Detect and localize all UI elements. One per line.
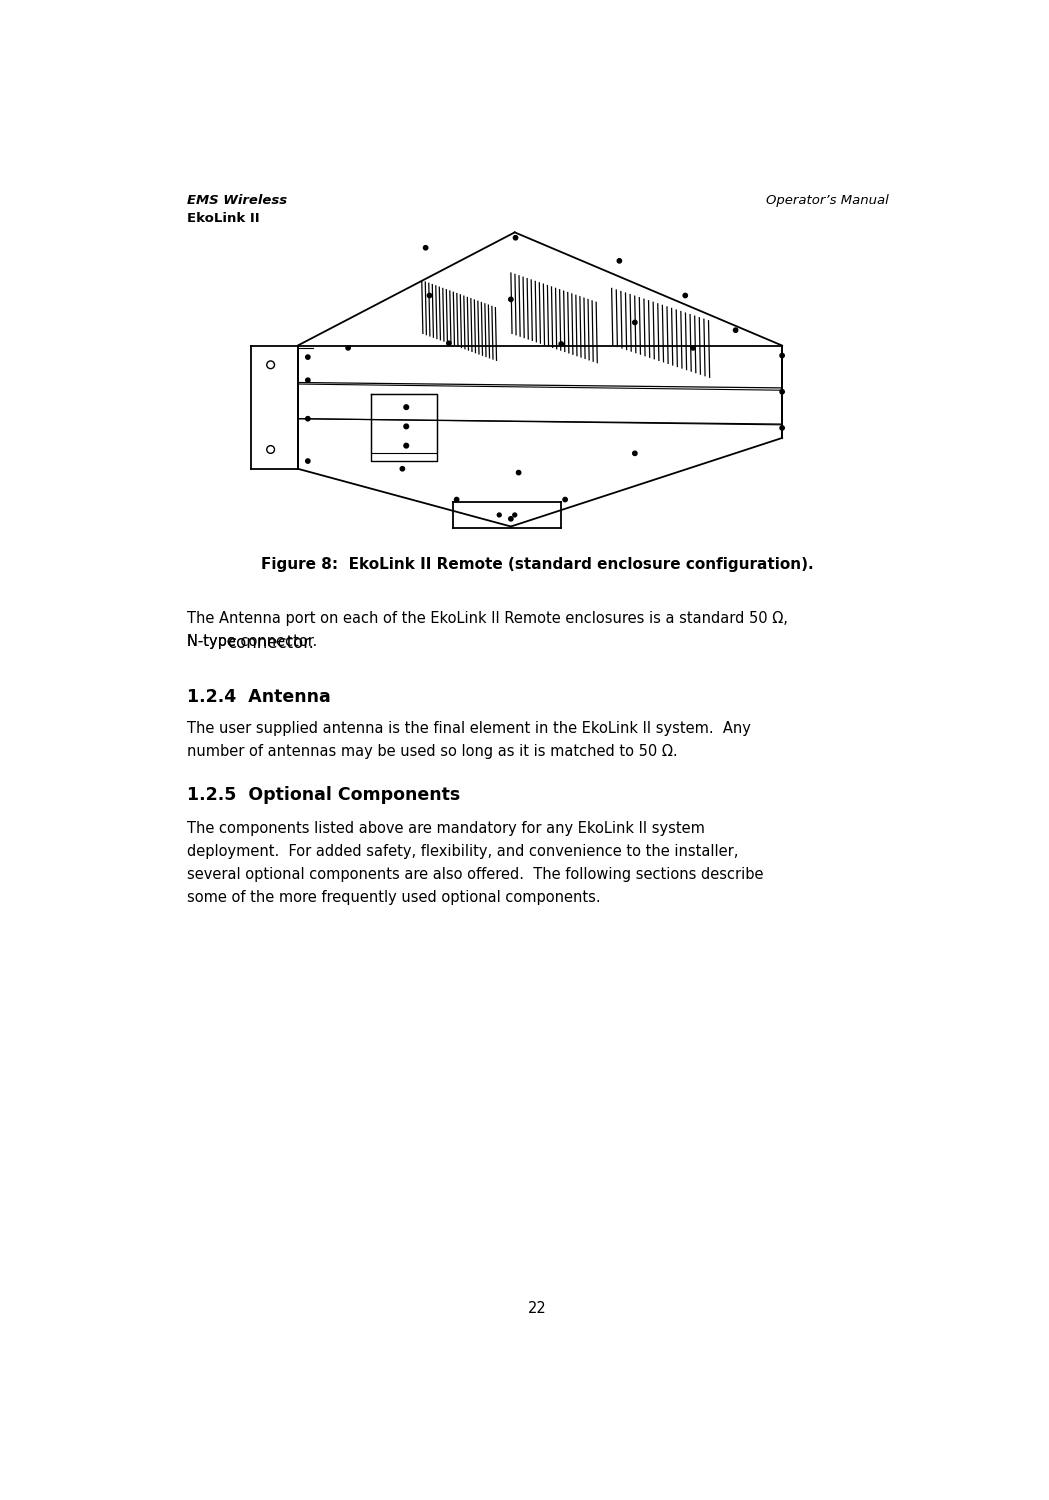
Circle shape [305,356,311,360]
Text: number of antennas may be used so long as it is matched to 50 Ω.: number of antennas may be used so long a… [187,744,678,759]
Text: 22: 22 [529,1300,547,1316]
Circle shape [513,513,517,517]
Circle shape [559,342,563,346]
Circle shape [497,513,501,517]
Circle shape [346,345,350,350]
Text: The components listed above are mandatory for any EkoLink II system: The components listed above are mandator… [187,821,705,836]
Text: N-type: N-type [187,634,240,650]
Circle shape [404,424,408,429]
Text: deployment.  For added safety, flexibility, and convenience to the installer,: deployment. For added safety, flexibilit… [187,843,738,858]
Circle shape [633,452,637,456]
Text: 1.2.5  Optional Components: 1.2.5 Optional Components [187,786,461,804]
Bar [371,394,437,453]
Text: several optional components are also offered.  The following sections describe: several optional components are also off… [187,867,764,882]
Circle shape [633,321,637,324]
Text: The user supplied antenna is the final element in the EkoLink II system.  Any: The user supplied antenna is the final e… [187,720,751,735]
Circle shape [427,294,432,297]
Circle shape [509,516,513,520]
Circle shape [780,390,785,394]
Text: N-type connector.: N-type connector. [187,634,317,650]
Circle shape [780,354,785,357]
Circle shape [691,345,695,350]
Text: connector.: connector. [228,634,314,652]
Circle shape [563,498,568,501]
Circle shape [305,459,311,464]
Circle shape [513,236,518,240]
Circle shape [447,340,451,345]
Circle shape [509,297,513,302]
Circle shape [401,466,405,471]
Text: Figure 8:  EkoLink II Remote (standard enclosure configuration).: Figure 8: EkoLink II Remote (standard en… [261,558,814,573]
Circle shape [404,405,408,410]
Circle shape [617,258,622,262]
Text: some of the more frequently used optional components.: some of the more frequently used optiona… [187,890,600,904]
Circle shape [780,426,785,430]
Text: EMS Wireless: EMS Wireless [187,194,287,207]
Circle shape [404,444,408,448]
Circle shape [305,378,311,382]
Circle shape [454,498,458,501]
Circle shape [305,417,311,422]
Text: Operator’s Manual: Operator’s Manual [766,194,889,207]
Text: EkoLink II: EkoLink II [187,213,259,225]
Circle shape [424,246,428,250]
Circle shape [516,471,520,476]
Text: The Antenna port on each of the EkoLink II Remote enclosures is a standard 50 Ω,: The Antenna port on each of the EkoLink … [187,610,788,626]
Circle shape [733,328,737,333]
Circle shape [683,294,687,297]
Text: 1.2.4  Antenna: 1.2.4 Antenna [187,688,330,706]
